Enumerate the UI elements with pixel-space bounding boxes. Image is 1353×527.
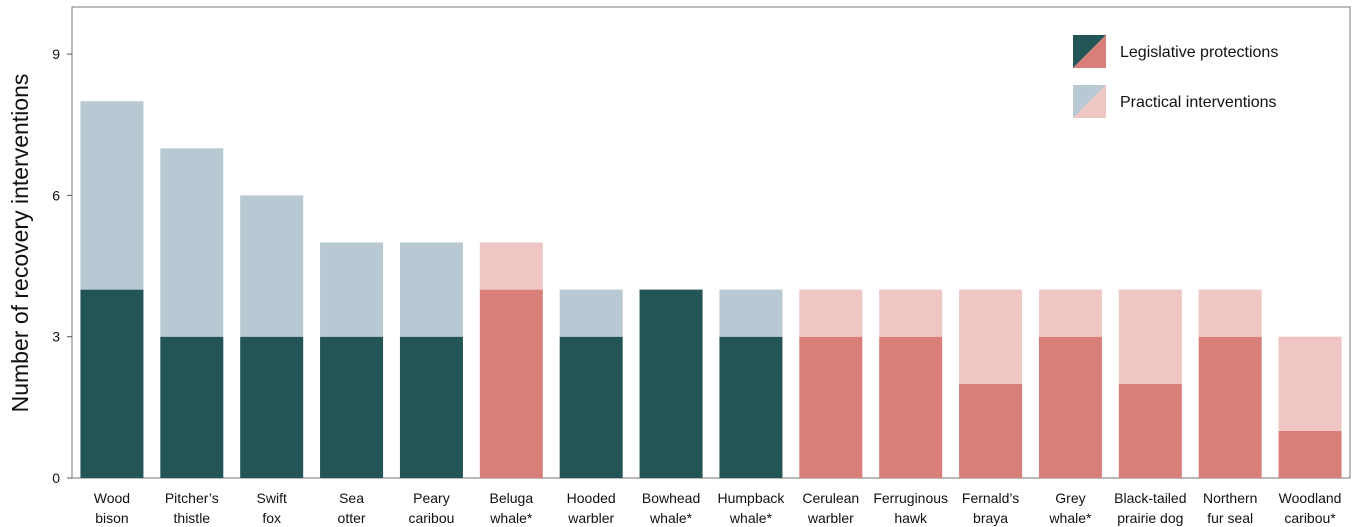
bar-segment — [80, 289, 144, 478]
x-tick-label: Grey whale* — [1048, 490, 1092, 526]
x-tick-label: Bowhead whale* — [642, 490, 700, 526]
bar-segment — [1038, 336, 1102, 478]
bar-segment — [160, 148, 224, 337]
bar-segment — [639, 289, 703, 478]
x-tick-label: Pitcher’s thistle — [165, 490, 219, 526]
bar-segment — [1038, 289, 1102, 337]
bar-segment — [719, 289, 783, 337]
x-tick-label: Ferruginous hawk — [873, 490, 948, 526]
bar-segment — [799, 336, 863, 478]
bar-segment — [559, 336, 623, 478]
x-tick-label: Sea otter — [338, 490, 366, 526]
legend-label: Practical interventions — [1120, 94, 1277, 111]
plot-frame — [71, 6, 1351, 479]
bar-segment — [320, 336, 384, 478]
bar-segment — [959, 289, 1023, 384]
x-tick-label: Woodland caribou* — [1279, 490, 1342, 526]
x-tick-label: Fernald’s braya — [962, 490, 1019, 526]
y-tick-label: 9 — [52, 46, 60, 62]
x-tick-label: Black-tailed prairie dog — [1114, 490, 1186, 526]
y-tick-label: 0 — [52, 470, 60, 486]
bar-segment — [799, 289, 863, 337]
x-tick-label: Hooded warbler — [567, 490, 616, 526]
bar-segment — [80, 101, 144, 290]
bar-segment — [1198, 336, 1262, 478]
bar-segment — [1118, 383, 1182, 478]
x-tick-label: Northern fur seal — [1203, 490, 1257, 526]
bar-segment — [559, 289, 623, 337]
legend-swatch — [1073, 85, 1106, 118]
y-axis-label: Number of recovery interventions — [7, 74, 33, 413]
x-tick-label: Peary caribou — [408, 490, 454, 526]
x-tick-label: Humpback whale* — [717, 490, 785, 526]
bar-segment — [1278, 336, 1342, 431]
bar-segment — [399, 242, 463, 337]
x-tick-label: Wood bison — [94, 490, 130, 526]
bar-segment — [160, 336, 224, 478]
bar-segment — [879, 289, 943, 337]
x-tick-label: Beluga whale* — [489, 490, 533, 526]
bar-segment — [1198, 289, 1262, 337]
bar-segment — [399, 336, 463, 478]
x-tick-label: Swift fox — [257, 490, 287, 526]
bar-segment — [719, 336, 783, 478]
bar-segment — [1118, 289, 1182, 384]
legend-swatch — [1073, 35, 1106, 68]
bar-segment — [479, 242, 543, 290]
bar-segment — [479, 289, 543, 478]
y-tick-label: 6 — [52, 187, 60, 203]
x-tick-label: Cerulean warbler — [802, 490, 859, 526]
bar-segment — [240, 336, 304, 478]
bar-segment — [1278, 430, 1342, 478]
y-tick-label: 3 — [52, 329, 60, 345]
bar-segment — [959, 383, 1023, 478]
legend-label: Legislative protections — [1120, 44, 1278, 61]
bar-segment — [320, 242, 384, 337]
bar-segment — [240, 195, 304, 337]
bar-segment — [879, 336, 943, 478]
